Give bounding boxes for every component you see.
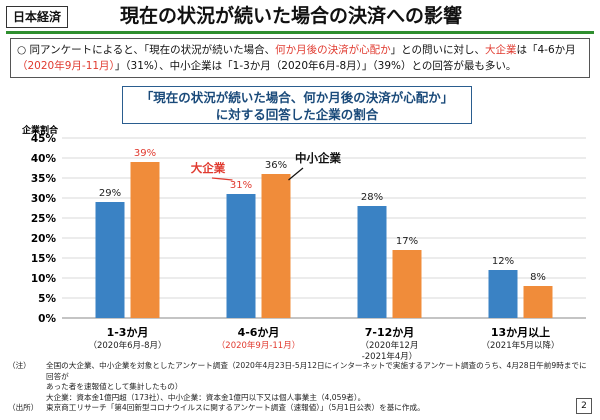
summary-text: 」（31%）、中小企業は「1-3か月（2020年6月-8月）」（39%）との回答… [114,60,517,72]
note-key [8,382,46,393]
chart-title-line-2: に対する回答した企業の割合 [215,107,379,122]
y-tick-label: 40% [31,153,57,165]
x-tick-label: 1-3か月 [107,326,149,339]
y-tick-label: 25% [31,213,57,225]
bar [488,270,518,318]
y-tick-label: 15% [31,253,57,265]
bar [130,162,160,318]
summary-text: は「4-6か月 [516,44,576,56]
bar [357,206,387,318]
x-tick-label: 7-12か月 [365,326,415,339]
y-tick-label: 20% [31,233,57,245]
note-line: あった者を速報値として集計したもの） [8,382,588,393]
x-tick-label: 4-6か月 [238,326,280,339]
legend-leader-line [288,167,304,181]
bar [523,286,553,318]
summary-line-1: ○ 同アンケートによると、「現在の状況が続いた場合、何か月後の決済が心配か」との… [17,42,583,58]
header-rule [6,31,594,34]
x-tick-sublabel: （2021年5月以降） [481,340,559,351]
note-text: 全国の大企業、中小企業を対象としたアンケート調査（2020年4月23日-5月12… [46,361,587,381]
x-tick-sublabel: -2021年4月） [362,351,418,362]
bar [226,194,256,318]
page-number: 2 [576,398,592,414]
summary-text: ○ 同アンケートによると、「現在の状況が続いた場合、 [17,44,276,56]
note-key: （注） [8,361,31,370]
x-tick-label: 13か月以上 [491,325,550,339]
summary-highlight: 何か月後の決済が心配か [275,44,391,56]
note-line: 大企業：資本金1億円超（173社）、中小企業：資本金1億円以下又は個人事業主（4… [8,393,588,404]
section-tag: 日本経済 [6,6,69,28]
data-label: 39% [134,148,156,159]
note-text: あった者を速報値として集計したもの） [46,382,183,391]
x-tick-sublabel: （2020年6月-8月） [88,340,166,351]
data-label: 36% [265,160,287,171]
header: 日本経済 現在の状況が続いた場合の決済への影響 [0,0,600,34]
legend-leader-line [211,177,233,181]
data-label: 31% [230,180,252,191]
note-key [8,393,46,404]
note-text: 東京商工リサーチ「第4回新型コロナウイルスに関するアンケート調査（速報値）」（5… [46,403,425,412]
note-text: 大企業：資本金1億円超（173社）、中小企業：資本金1億円以下又は個人事業主（4… [46,392,366,402]
notes: （注） 全国の大企業、中小企業を対象としたアンケート調査（2020年4月23日-5… [8,361,588,414]
data-label: 12% [492,256,514,267]
data-label: 29% [99,188,121,199]
legend-sme: 中小企業 [295,151,341,165]
bar [95,202,125,318]
y-tick-label: 10% [31,273,57,285]
summary-box: ○ 同アンケートによると、「現在の状況が続いた場合、何か月後の決済が心配か」との… [10,38,590,78]
chart-title-line-1: 「現在の状況が続いた場合、何か月後の決済が心配か」 [140,90,454,105]
summary-highlight: 大企業 [485,44,517,56]
x-tick-sublabel: （2020年9月-11月） [217,340,300,351]
data-label: 28% [361,192,383,203]
data-label: 8% [530,272,546,283]
y-tick-label: 35% [31,173,57,185]
chart-title-box: 「現在の状況が続いた場合、何か月後の決済が心配か」 に対する回答した企業の割合 [122,86,472,124]
y-tick-label: 5% [38,293,56,305]
summary-highlight: （2020年9月-11月） [17,60,115,72]
summary-line-2: （2020年9月-11月）」（31%）、中小企業は「1-3か月（2020年6月-… [17,58,583,74]
y-tick-label: 0% [38,313,56,325]
y-axis-label: 企業割合 [21,124,59,136]
legend-large-enterprise: 大企業 [191,161,226,175]
summary-text: 」との問いに対し、 [390,44,485,56]
bar [392,250,422,318]
data-label: 17% [396,236,418,247]
note-line: （出所） 東京商工リサーチ「第4回新型コロナウイルスに関するアンケート調査（速報値… [8,403,588,414]
y-tick-label: 30% [31,193,57,205]
y-tick-label: 45% [31,133,57,145]
page-title: 現在の状況が続いた場合の決済への影響 [120,5,463,27]
bar [261,174,291,318]
note-key: （出所） [8,403,39,412]
note-line: （注） 全国の大企業、中小企業を対象としたアンケート調査（2020年4月23日-5… [8,361,588,382]
x-tick-sublabel: （2020年12月 [361,340,419,351]
